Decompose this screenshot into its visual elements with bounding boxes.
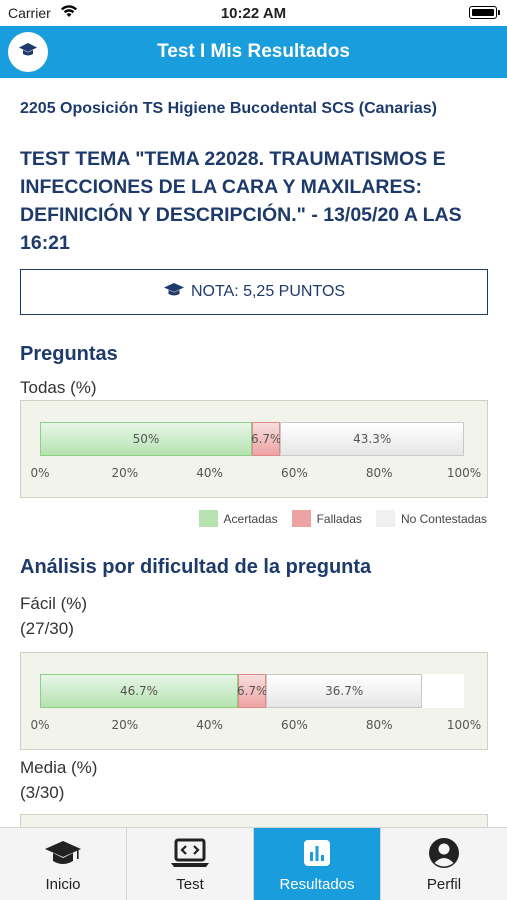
user-circle-icon xyxy=(424,836,464,870)
axis-tick-label: 0% xyxy=(30,466,50,480)
laptop-code-icon xyxy=(170,836,210,870)
legend-label: Acertadas xyxy=(223,511,278,526)
bar-no-contestadas: 36.7% xyxy=(266,674,422,708)
bar-value-label: 6.7% xyxy=(236,684,268,698)
axis-tick-label: 40% xyxy=(196,718,223,732)
tab-bar: Inicio Test Resultados Perfil xyxy=(0,827,507,900)
axis-tick-label: 20% xyxy=(111,466,139,480)
legend-swatch-acertadas xyxy=(198,510,218,527)
bar-value-label: 46.7% xyxy=(119,684,159,698)
tab-label: Test xyxy=(176,876,204,893)
medium-questions-chart xyxy=(20,814,488,827)
legend-item-falladas: Falladas xyxy=(291,510,362,527)
test-title: TEST TEMA "TEMA 22028. TRAUMATISMOS E IN… xyxy=(20,148,462,254)
legend-label: Falladas xyxy=(316,511,362,526)
tab-resultados[interactable]: Resultados xyxy=(254,828,381,900)
clock: 10:22 AM xyxy=(220,5,287,22)
bar-acertadas: 46.7% xyxy=(40,674,238,708)
easy-questions-chart: 46.7% 6.7% 36.7% 0% 20% 40% 60% 80% 100% xyxy=(20,652,488,750)
tab-label: Inicio xyxy=(45,876,81,893)
bar-value-label: 43.3% xyxy=(353,432,392,446)
axis-tick-label: 100% xyxy=(446,718,482,732)
axis-tick-label: 80% xyxy=(365,466,393,480)
legend-item-acertadas: Acertadas xyxy=(198,510,278,527)
medium-label: Media (%) xyxy=(20,758,98,777)
page-title: Test I Mis Resultados xyxy=(157,41,350,62)
all-questions-chart: 50% 6.7% 43.3% 0% 20% 40% 60% 80% 100% xyxy=(20,400,488,498)
carrier-label: Carrier xyxy=(8,5,51,21)
score-text: NOTA: 5,25 PUNTOS xyxy=(190,283,346,300)
easy-label: Fácil (%) xyxy=(20,594,88,613)
graduation-cap-icon xyxy=(163,282,185,303)
tab-perfil[interactable]: Perfil xyxy=(381,828,507,900)
legend-label: No Contestadas xyxy=(400,511,487,526)
tab-test[interactable]: Test xyxy=(127,828,254,900)
bar-value-label: 50% xyxy=(132,432,160,446)
wifi-icon xyxy=(60,4,78,21)
bar-falladas: 6.7% xyxy=(236,674,268,708)
bar-no-contestadas: 43.3% xyxy=(280,422,464,456)
legend-swatch-no-contestadas xyxy=(375,510,395,527)
legend-swatch-falladas xyxy=(291,510,311,527)
tab-label: Resultados xyxy=(279,876,355,893)
results-content[interactable]: 2205 Oposición TS Higiene Bucodental SCS… xyxy=(0,78,507,827)
chart-track: 50% 6.7% 43.3% xyxy=(40,422,464,456)
questions-section-title: Preguntas xyxy=(20,343,118,365)
tab-inicio[interactable]: Inicio xyxy=(0,828,127,900)
easy-count: (27/30) xyxy=(20,619,74,638)
graduation-cap-icon xyxy=(43,836,83,870)
axis-tick-label: 40% xyxy=(196,466,223,480)
bar-chart-icon xyxy=(297,836,337,870)
legend-item-no-contestadas: No Contestadas xyxy=(375,510,487,527)
chart-legend: Acertadas Falladas No Contestadas xyxy=(198,510,487,527)
axis-tick-label: 60% xyxy=(281,466,308,480)
bar-value-label: 36.7% xyxy=(325,684,364,698)
axis-tick-label: 60% xyxy=(281,718,308,732)
battery-icon xyxy=(469,6,500,19)
course-name: 2205 Oposición TS Higiene Bucodental SCS… xyxy=(20,100,437,117)
difficulty-section-title: Análisis por dificultad de la pregunta xyxy=(20,556,372,578)
home-logo-button[interactable] xyxy=(8,32,48,72)
nav-bar: Test I Mis Resultados xyxy=(0,26,507,78)
axis-tick-label: 80% xyxy=(365,718,393,732)
graduation-cap-icon xyxy=(18,42,38,63)
axis-tick-label: 20% xyxy=(111,718,139,732)
all-questions-label: Todas (%) xyxy=(20,378,97,397)
bar-value-label: 6.7% xyxy=(250,432,282,446)
axis-tick-label: 0% xyxy=(30,718,50,732)
bar-falladas: 6.7% xyxy=(250,422,282,456)
bar-acertadas: 50% xyxy=(40,422,252,456)
chart-track: 46.7% 6.7% 36.7% xyxy=(40,674,464,708)
score-box: NOTA: 5,25 PUNTOS xyxy=(20,269,488,315)
status-bar: Carrier 10:22 AM xyxy=(0,0,507,26)
axis-tick-label: 100% xyxy=(446,466,482,480)
tab-label: Perfil xyxy=(426,876,462,893)
medium-count: (3/30) xyxy=(20,783,65,802)
